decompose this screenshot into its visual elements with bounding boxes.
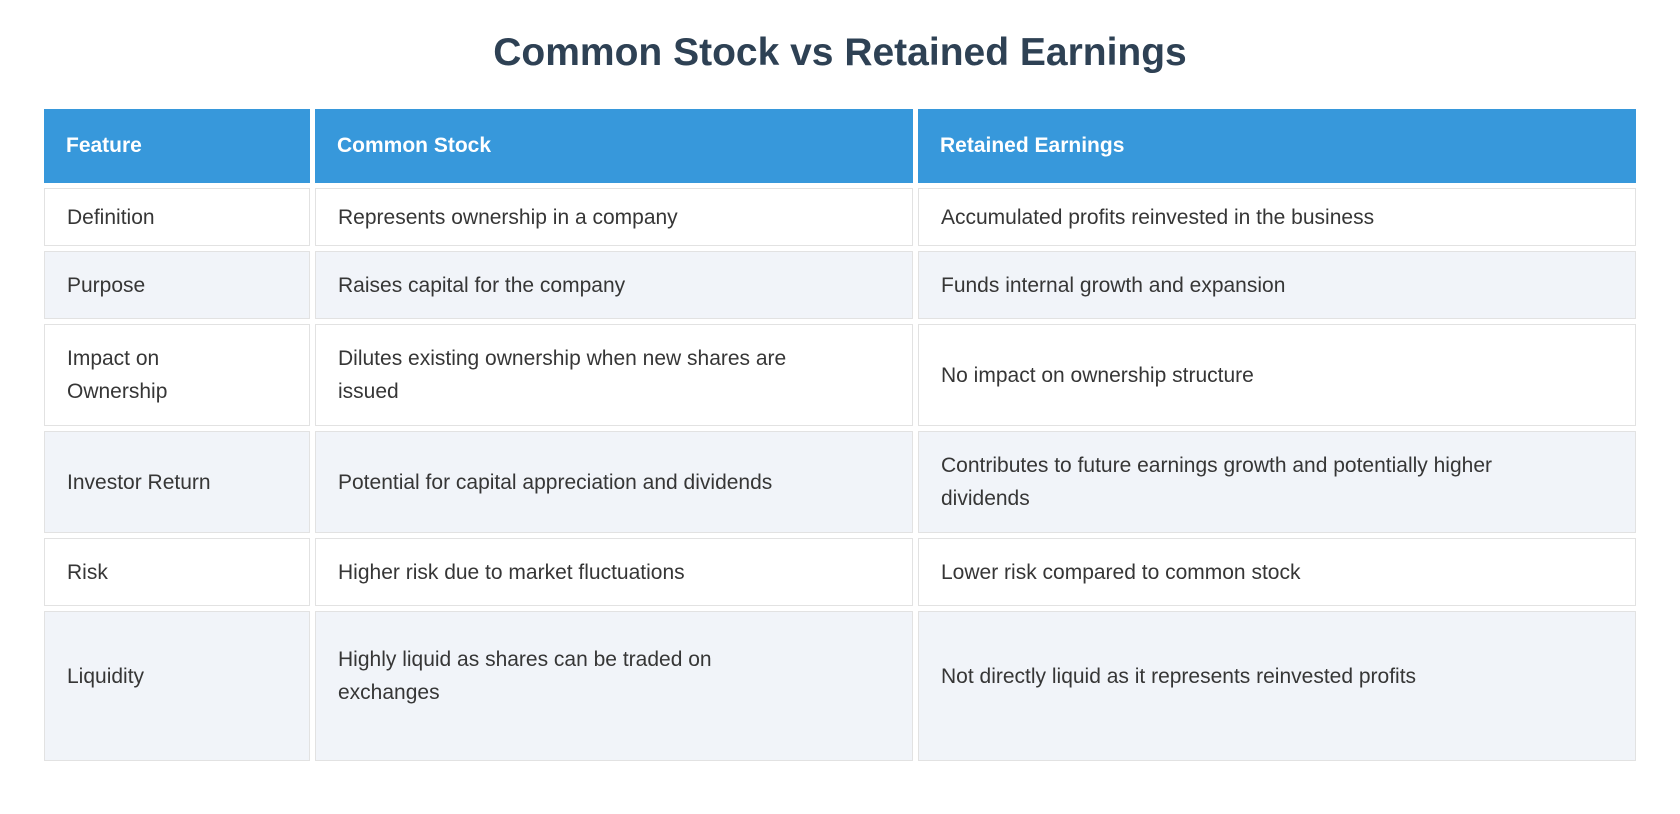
cell-feature: Investor Return bbox=[44, 431, 310, 533]
table-row-definition: Definition Represents ownership in a com… bbox=[44, 188, 1636, 246]
page-title: Common Stock vs Retained Earnings bbox=[493, 31, 1187, 74]
cell-feature: Definition bbox=[44, 188, 310, 246]
table-row-liquidity: Liquidity Highly liquid as shares can be… bbox=[44, 611, 1636, 761]
cell-feature: Purpose bbox=[44, 251, 310, 319]
column-header-feature: Feature bbox=[44, 109, 310, 183]
cell-common-stock: Potential for capital appreciation and d… bbox=[315, 431, 913, 533]
cell-retained-earnings: Lower risk compared to common stock bbox=[918, 538, 1636, 606]
table-row-investor-return: Investor Return Potential for capital ap… bbox=[44, 431, 1636, 533]
cell-feature: Risk bbox=[44, 538, 310, 606]
cell-common-stock: Represents ownership in a company bbox=[315, 188, 913, 246]
comparison-table: Feature Common Stock Retained Earnings D… bbox=[39, 104, 1641, 766]
cell-common-stock: Dilutes existing ownership when new shar… bbox=[315, 324, 913, 426]
cell-feature: Liquidity bbox=[44, 611, 310, 761]
cell-retained-earnings: Funds internal growth and expansion bbox=[918, 251, 1636, 319]
table-row-purpose: Purpose Raises capital for the company F… bbox=[44, 251, 1636, 319]
cell-common-stock: Raises capital for the company bbox=[315, 251, 913, 319]
cell-retained-earnings: Contributes to future earnings growth an… bbox=[918, 431, 1636, 533]
table-header-row: Feature Common Stock Retained Earnings bbox=[44, 109, 1636, 183]
cell-retained-earnings: Accumulated profits reinvested in the bu… bbox=[918, 188, 1636, 246]
column-header-retained-earnings: Retained Earnings bbox=[918, 109, 1636, 183]
cell-retained-earnings: Not directly liquid as it represents rei… bbox=[918, 611, 1636, 761]
table-row-risk: Risk Higher risk due to market fluctuati… bbox=[44, 538, 1636, 606]
cell-feature: Impact on Ownership bbox=[44, 324, 310, 426]
cell-common-stock: Highly liquid as shares can be traded on… bbox=[315, 611, 913, 761]
cell-common-stock: Higher risk due to market fluctuations bbox=[315, 538, 913, 606]
column-header-common-stock: Common Stock bbox=[315, 109, 913, 183]
cell-retained-earnings: No impact on ownership structure bbox=[918, 324, 1636, 426]
table-row-impact-on-ownership: Impact on Ownership Dilutes existing own… bbox=[44, 324, 1636, 426]
